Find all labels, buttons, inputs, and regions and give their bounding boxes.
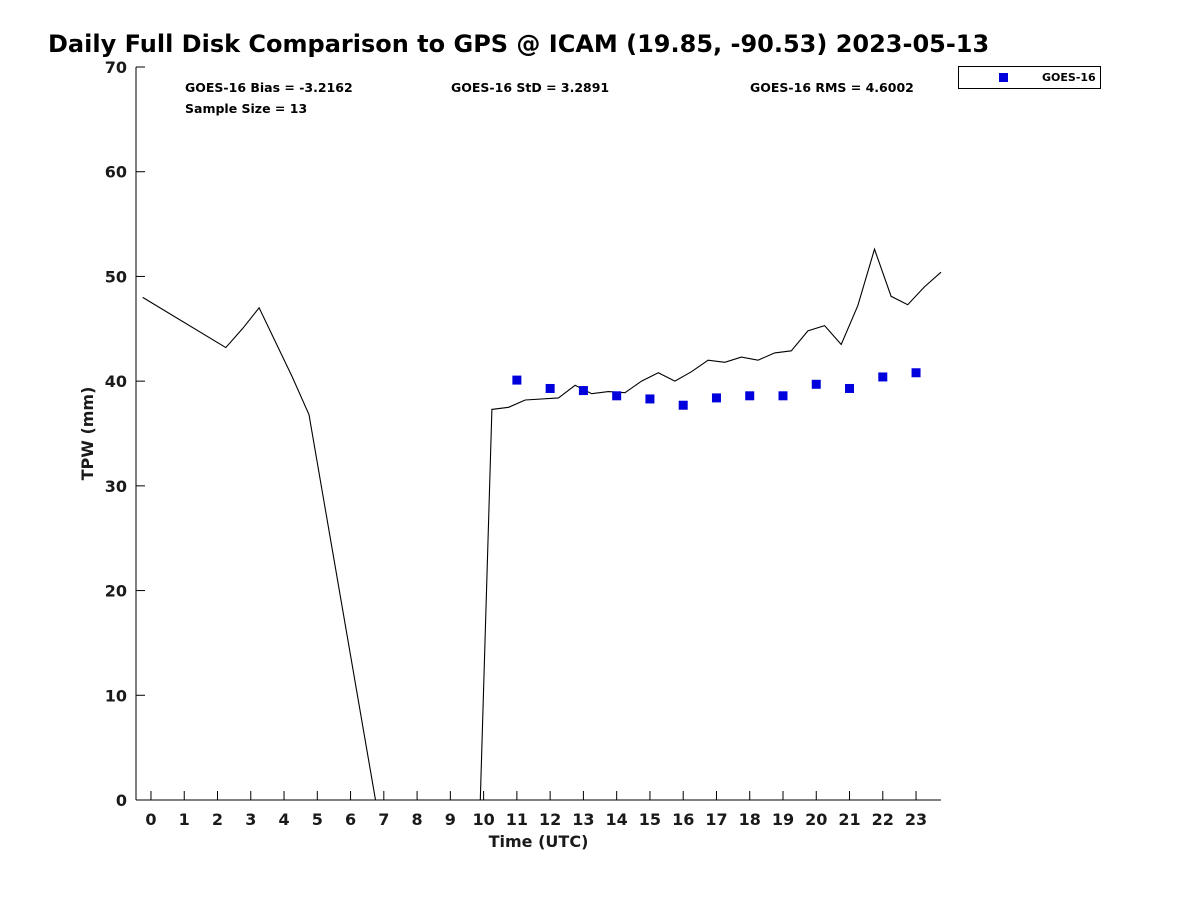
x-tick-label: 1 [179, 810, 190, 829]
x-tick-label: 18 [739, 810, 761, 829]
x-tick-label: 16 [672, 810, 694, 829]
x-tick-label: 22 [872, 810, 894, 829]
x-tick-label: 20 [805, 810, 827, 829]
y-tick-label: 60 [105, 163, 127, 182]
y-tick-label: 40 [105, 372, 127, 391]
bias-stat: GOES-16 Bias = -3.2162 [185, 80, 353, 95]
x-tick-label: 10 [472, 810, 494, 829]
y-tick-label: 0 [116, 791, 127, 810]
series-layer [142, 247, 942, 801]
x-tick-label: 6 [345, 810, 356, 829]
x-tick-label: 11 [506, 810, 528, 829]
y-tick-label: 70 [105, 58, 127, 77]
x-tick-label: 17 [705, 810, 727, 829]
x-tick-label: 23 [905, 810, 927, 829]
goes16-data-point [545, 383, 555, 393]
gps-reference-line [142, 247, 942, 801]
chart-title: Daily Full Disk Comparison to GPS @ ICAM… [48, 30, 990, 58]
x-tick-label: 21 [838, 810, 860, 829]
x-tick-label: 12 [539, 810, 561, 829]
x-tick-label: 19 [772, 810, 794, 829]
y-axis-label: TPW (mm) [78, 387, 97, 481]
y-tick-label: 30 [105, 477, 127, 496]
x-tick-label: 13 [572, 810, 594, 829]
goes16-data-point [578, 386, 588, 396]
goes16-data-point [612, 391, 622, 401]
sample-size-stat: Sample Size = 13 [185, 101, 308, 116]
x-tick-label: 14 [606, 810, 628, 829]
y-tick-label: 10 [105, 686, 127, 705]
x-tick-label: 15 [639, 810, 661, 829]
x-tick-label: 8 [412, 810, 423, 829]
goes16-data-point [811, 379, 821, 389]
goes16-data-point [778, 391, 788, 401]
goes16-data-point [711, 393, 721, 403]
legend-marker-goes16 [999, 73, 1008, 82]
x-tick-label: 5 [312, 810, 323, 829]
y-tick-label: 20 [105, 582, 127, 601]
x-axis-label: Time (UTC) [489, 832, 589, 851]
goes16-data-point [645, 394, 655, 404]
goes16-data-point [745, 391, 755, 401]
x-tick-label: 0 [145, 810, 156, 829]
legend: GOES-16 [958, 66, 1101, 89]
x-tick-label: 2 [212, 810, 223, 829]
goes16-data-point [512, 375, 522, 385]
goes16-data-point [911, 368, 921, 378]
x-tick-label: 7 [378, 810, 389, 829]
goes16-data-point [678, 400, 688, 410]
x-tick-label: 3 [245, 810, 256, 829]
std-stat: GOES-16 StD = 3.2891 [451, 80, 610, 95]
x-tick-label: 9 [445, 810, 456, 829]
goes16-data-point [845, 383, 855, 393]
legend-label-goes16: GOES-16 [1042, 71, 1096, 84]
rms-stat: GOES-16 RMS = 4.6002 [750, 80, 914, 95]
y-tick-label: 50 [105, 267, 127, 286]
goes16-data-point [878, 372, 888, 382]
x-tick-label: 4 [278, 810, 289, 829]
